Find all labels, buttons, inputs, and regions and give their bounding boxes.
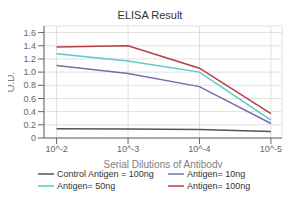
svg-text:1.0: 1.0 bbox=[23, 67, 36, 77]
html-text:Antigen= 10ng: Antigen= 10ng bbox=[187, 168, 246, 179]
svg-text:0.6: 0.6 bbox=[23, 94, 36, 104]
html-text:Control Antigen = 100ng: Control Antigen = 100ng bbox=[57, 168, 154, 179]
svg-text:1.2: 1.2 bbox=[23, 54, 36, 64]
svg-text:0.2: 0.2 bbox=[23, 120, 36, 130]
svg-text:10^-5: 10^-5 bbox=[260, 144, 282, 154]
svg-text:10^-4: 10^-4 bbox=[188, 144, 210, 154]
svg-text:0.4: 0.4 bbox=[23, 107, 36, 117]
svg-text:0: 0 bbox=[31, 133, 36, 143]
html-text:ELISA Result: ELISA Result bbox=[117, 9, 183, 21]
svg-text:1.4: 1.4 bbox=[23, 41, 36, 51]
svg-text:10^-3: 10^-3 bbox=[117, 144, 139, 154]
svg-text:10^-2: 10^-2 bbox=[45, 144, 67, 154]
html-text:Antigen= 100ng: Antigen= 100ng bbox=[187, 181, 251, 192]
html-text:Antigen= 50ng: Antigen= 50ng bbox=[57, 181, 116, 192]
svg-text:O.D.: O.D. bbox=[8, 72, 16, 93]
svg-text:0.8: 0.8 bbox=[23, 80, 36, 90]
svg-text:Serial Dilutions of Antibody: Serial Dilutions of Antibody bbox=[104, 159, 223, 168]
svg-text:1.6: 1.6 bbox=[23, 28, 36, 38]
